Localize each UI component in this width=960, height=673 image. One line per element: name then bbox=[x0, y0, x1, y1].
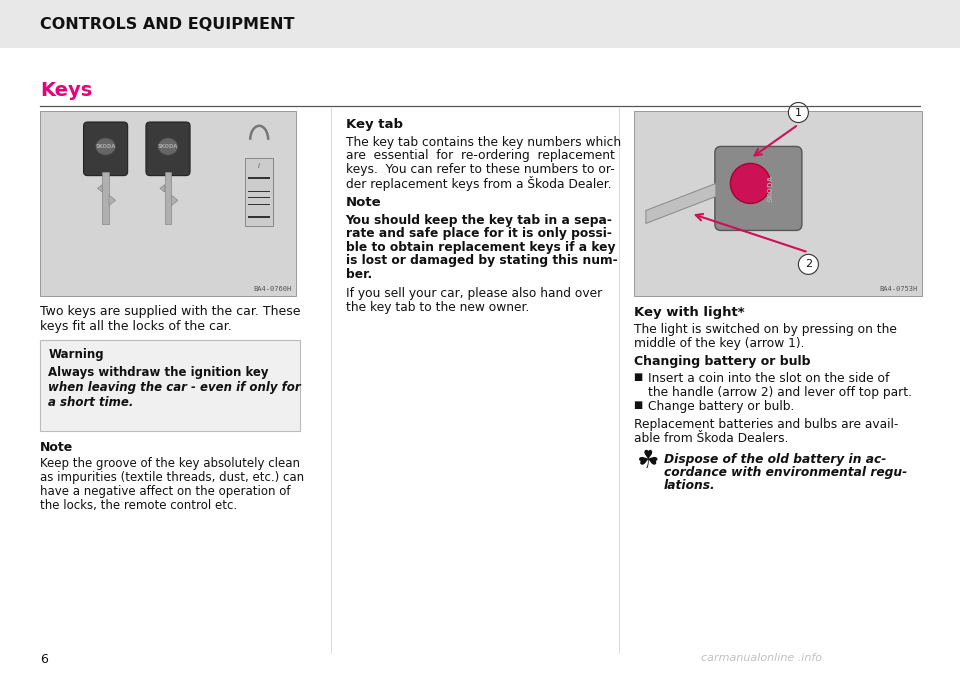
Text: Always withdraw the ignition key: Always withdraw the ignition key bbox=[48, 366, 269, 379]
Text: Note: Note bbox=[346, 196, 381, 209]
Bar bbox=[249, 191, 270, 192]
Text: You should keep the key tab in a sepa-: You should keep the key tab in a sepa- bbox=[346, 214, 612, 227]
Bar bbox=[0, 0, 960, 48]
Text: when leaving the car - even if only for: when leaving the car - even if only for bbox=[48, 381, 300, 394]
Text: cordance with environmental regu-: cordance with environmental regu- bbox=[663, 466, 907, 479]
Text: Key with light*: Key with light* bbox=[634, 306, 744, 319]
Text: keys.  You can refer to these numbers to or-: keys. You can refer to these numbers to … bbox=[346, 163, 614, 176]
Circle shape bbox=[731, 164, 771, 203]
Text: is lost or damaged by stating this num-: is lost or damaged by stating this num- bbox=[346, 254, 617, 267]
Text: The light is switched on by pressing on the: The light is switched on by pressing on … bbox=[634, 323, 897, 336]
Text: ☘: ☘ bbox=[636, 449, 658, 473]
Text: BA4-0760H: BA4-0760H bbox=[253, 286, 292, 292]
Polygon shape bbox=[171, 195, 178, 205]
Text: i: i bbox=[258, 163, 260, 169]
Polygon shape bbox=[646, 184, 716, 223]
FancyBboxPatch shape bbox=[84, 122, 128, 176]
Polygon shape bbox=[108, 195, 115, 205]
Text: If you sell your car, please also hand over: If you sell your car, please also hand o… bbox=[346, 287, 602, 300]
Text: Changing battery or bulb: Changing battery or bulb bbox=[634, 355, 810, 368]
Text: Replacement batteries and bulbs are avail-: Replacement batteries and bulbs are avai… bbox=[634, 418, 898, 431]
Text: 6: 6 bbox=[40, 653, 48, 666]
Circle shape bbox=[788, 102, 808, 122]
FancyBboxPatch shape bbox=[146, 122, 190, 176]
Text: as impurities (textile threads, dust, etc.) can: as impurities (textile threads, dust, et… bbox=[40, 471, 304, 484]
Text: ble to obtain replacement keys if a key: ble to obtain replacement keys if a key bbox=[346, 241, 615, 254]
Text: Dispose of the old battery in ac-: Dispose of the old battery in ac- bbox=[663, 453, 886, 466]
Bar bbox=[249, 177, 270, 179]
Bar bbox=[249, 197, 270, 199]
Text: Insert a coin into the slot on the side of: Insert a coin into the slot on the side … bbox=[648, 372, 889, 385]
Text: Change battery or bulb.: Change battery or bulb. bbox=[648, 400, 794, 413]
Text: SKODA: SKODA bbox=[95, 144, 116, 149]
Text: able from Škoda Dealers.: able from Škoda Dealers. bbox=[634, 431, 788, 445]
Bar bbox=[103, 172, 108, 224]
Text: ber.: ber. bbox=[346, 268, 372, 281]
Text: carmanualonline .info: carmanualonline .info bbox=[701, 653, 822, 663]
FancyBboxPatch shape bbox=[715, 147, 802, 230]
Text: The key tab contains the key numbers which: The key tab contains the key numbers whi… bbox=[346, 136, 621, 149]
Text: middle of the key (arrow 1).: middle of the key (arrow 1). bbox=[634, 336, 804, 350]
Text: Warning: Warning bbox=[48, 348, 104, 361]
Text: Key tab: Key tab bbox=[346, 118, 402, 131]
Bar bbox=[165, 172, 171, 224]
Bar bbox=[245, 157, 274, 226]
Bar bbox=[249, 204, 270, 205]
Text: a short time.: a short time. bbox=[48, 396, 133, 409]
Text: the handle (arrow 2) and lever off top part.: the handle (arrow 2) and lever off top p… bbox=[648, 386, 912, 398]
Bar bbox=[40, 340, 300, 431]
Text: the key tab to the new owner.: the key tab to the new owner. bbox=[346, 301, 529, 314]
Text: lations.: lations. bbox=[663, 479, 715, 492]
Text: ■: ■ bbox=[634, 400, 643, 411]
Bar bbox=[634, 111, 922, 296]
Text: ■: ■ bbox=[634, 372, 643, 382]
Bar bbox=[249, 184, 270, 185]
Text: Note: Note bbox=[40, 441, 74, 454]
Circle shape bbox=[799, 254, 818, 275]
Text: 1: 1 bbox=[795, 108, 802, 118]
Text: the locks, the remote control etc.: the locks, the remote control etc. bbox=[40, 499, 237, 511]
Text: BA4-0753H: BA4-0753H bbox=[879, 286, 918, 292]
Text: Keep the groove of the key absolutely clean: Keep the groove of the key absolutely cl… bbox=[40, 457, 300, 470]
Text: 2: 2 bbox=[804, 259, 812, 269]
Text: der replacement keys from a Škoda Dealer.: der replacement keys from a Škoda Dealer… bbox=[346, 176, 612, 191]
Text: Keys: Keys bbox=[40, 81, 92, 100]
Text: Two keys are supplied with the car. These: Two keys are supplied with the car. Thes… bbox=[40, 305, 300, 318]
Text: rate and safe place for it is only possi-: rate and safe place for it is only possi… bbox=[346, 227, 612, 240]
Polygon shape bbox=[160, 184, 165, 192]
Bar bbox=[40, 111, 296, 296]
Text: SKODA: SKODA bbox=[157, 144, 179, 149]
Text: SKODA: SKODA bbox=[767, 175, 774, 202]
Ellipse shape bbox=[158, 138, 178, 155]
Bar bbox=[249, 216, 270, 218]
Polygon shape bbox=[98, 184, 103, 192]
Ellipse shape bbox=[96, 138, 115, 155]
Text: have a negative affect on the operation of: have a negative affect on the operation … bbox=[40, 485, 291, 498]
Text: are  essential  for  re-ordering  replacement: are essential for re-ordering replacemen… bbox=[346, 149, 614, 162]
Text: keys fit all the locks of the car.: keys fit all the locks of the car. bbox=[40, 320, 232, 333]
Text: CONTROLS AND EQUIPMENT: CONTROLS AND EQUIPMENT bbox=[40, 17, 295, 32]
